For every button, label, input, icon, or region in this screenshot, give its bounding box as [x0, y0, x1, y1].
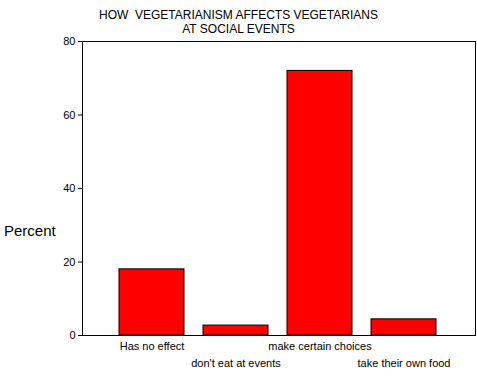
html-text:HOW VEGETARIANISM AFFECTS VEGE: HOW VEGETARIANISM AFFECTS VEGETARIANS AT… — [99, 8, 378, 36]
svg-text:take their own food: take their own food — [358, 357, 451, 369]
svg-text:20: 20 — [63, 256, 75, 268]
svg-text:80: 80 — [63, 35, 75, 47]
svg-text:don't eat at events: don't eat at events — [191, 357, 281, 369]
html-text:Percent: Percent — [4, 222, 56, 239]
svg-text:make certain choices: make certain choices — [268, 340, 372, 352]
svg-text:40: 40 — [63, 182, 75, 194]
svg-text:0: 0 — [69, 329, 75, 341]
svg-text:Has no effect: Has no effect — [120, 340, 185, 352]
svg-text:60: 60 — [63, 109, 75, 121]
